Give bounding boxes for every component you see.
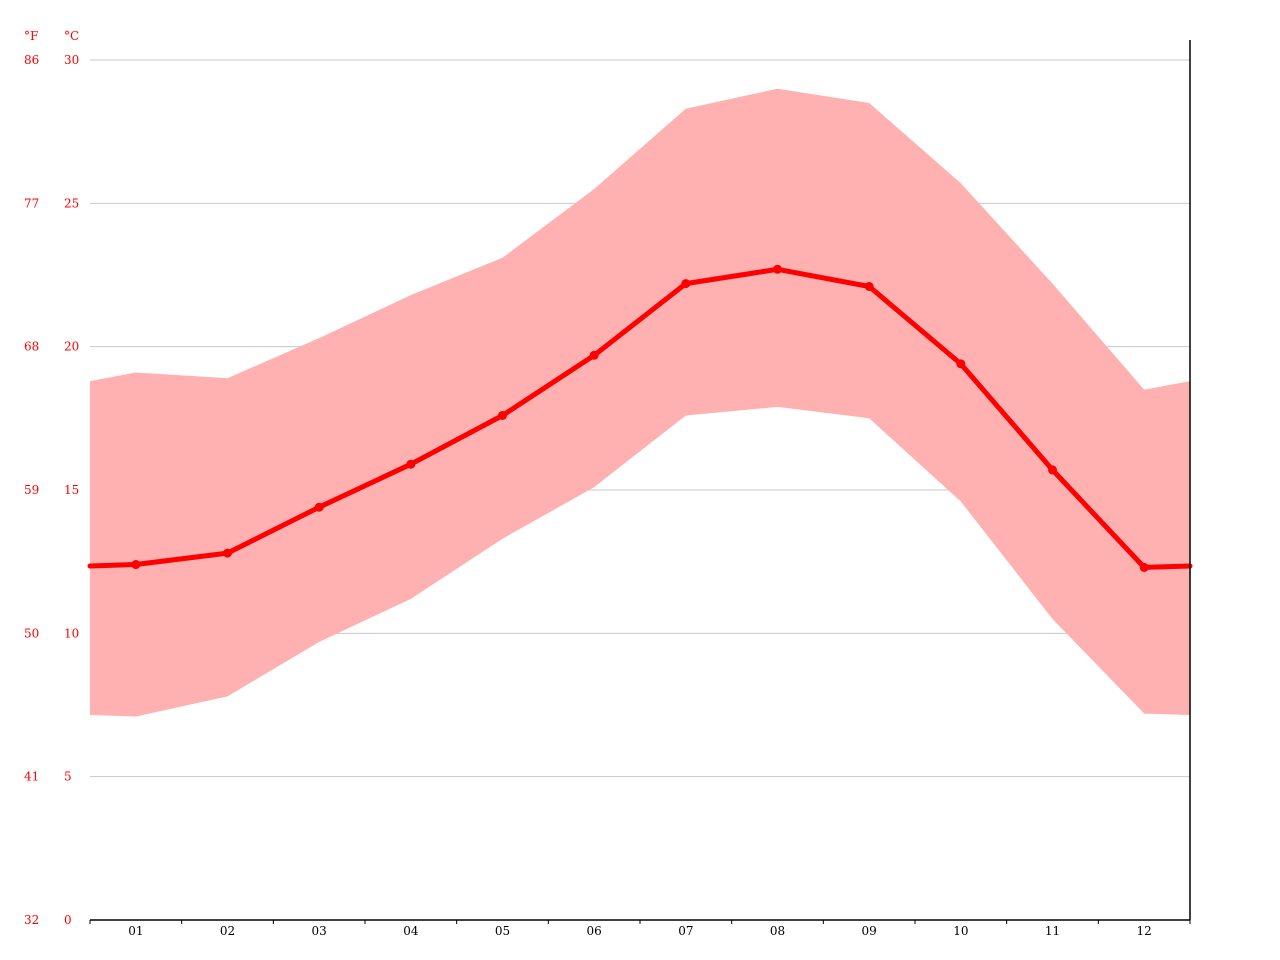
y-tick-celsius: 0 — [64, 913, 72, 927]
y-tick-celsius: 20 — [64, 340, 79, 354]
mean-point — [681, 279, 691, 289]
min-max-band — [90, 88, 1190, 717]
y-tick-celsius: 25 — [64, 196, 79, 210]
fahrenheit-unit-label: °F — [24, 29, 38, 43]
y-tick-fahrenheit: 41 — [24, 770, 39, 784]
y-tick-fahrenheit: 68 — [24, 340, 39, 354]
axes — [89, 40, 1191, 924]
y-tick-fahrenheit: 50 — [24, 626, 39, 640]
mean-point — [589, 350, 599, 360]
mean-point — [223, 548, 232, 558]
x-tick-label: 04 — [403, 924, 419, 938]
mean-point — [406, 459, 416, 469]
y-tick-fahrenheit: 86 — [24, 53, 39, 67]
x-tick-label: 03 — [312, 924, 327, 938]
celsius-unit-label: °C — [64, 29, 79, 43]
mean-point — [956, 359, 966, 369]
y-tick-celsius: 30 — [64, 53, 79, 67]
y-tick-celsius: 5 — [64, 770, 72, 784]
x-tick-label: 07 — [678, 924, 693, 938]
x-tick-label: 12 — [1137, 924, 1152, 938]
mean-point — [773, 264, 782, 274]
mean-line — [87, 264, 1193, 572]
y-tick-fahrenheit: 77 — [24, 196, 39, 210]
x-tick-label: 11 — [1045, 924, 1060, 938]
mean-point — [314, 502, 324, 512]
x-tick-label: 02 — [220, 924, 235, 938]
y-tick-fahrenheit: 59 — [24, 483, 39, 497]
mean-point — [1139, 562, 1149, 572]
y-tick-fahrenheit: 32 — [24, 913, 39, 927]
x-tick-label: 06 — [587, 924, 602, 938]
x-tick-label: 08 — [770, 924, 785, 938]
y-tick-celsius: 10 — [64, 626, 79, 640]
x-tick-label: 09 — [862, 924, 877, 938]
min-max-range-area — [90, 88, 1190, 717]
mean-temperature-line — [87, 266, 1193, 570]
mean-point — [498, 410, 507, 420]
mean-point — [131, 560, 141, 570]
mean-point — [864, 281, 874, 291]
y-tick-celsius: 15 — [64, 483, 79, 497]
x-tick-label: 10 — [953, 924, 968, 938]
axis-labels: °F °C 0 32 5 41 10 50 15 59 20 68 25 77 30 86 01 02 03 04… — [24, 29, 1152, 938]
x-tick-label: 01 — [128, 924, 143, 938]
x-tick-label: 05 — [495, 924, 510, 938]
mean-point — [1048, 465, 1057, 475]
